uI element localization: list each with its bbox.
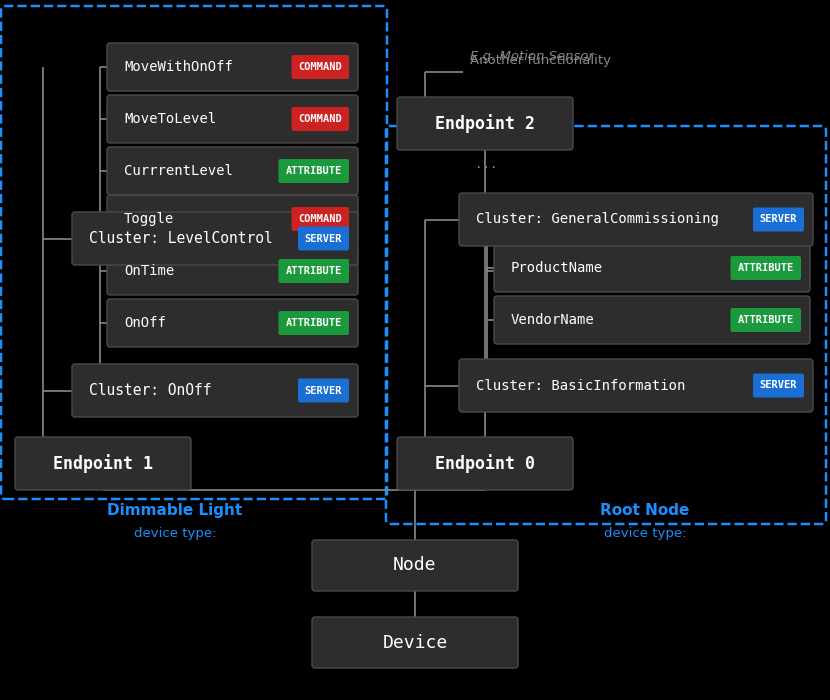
- Text: Endpoint 0: Endpoint 0: [435, 454, 535, 473]
- Text: COMMAND: COMMAND: [298, 214, 342, 224]
- FancyBboxPatch shape: [298, 227, 349, 251]
- FancyBboxPatch shape: [494, 296, 810, 344]
- FancyBboxPatch shape: [107, 247, 358, 295]
- FancyBboxPatch shape: [753, 374, 804, 398]
- Text: MoveWithOnOff: MoveWithOnOff: [124, 60, 233, 74]
- Text: MoveToLevel: MoveToLevel: [124, 112, 216, 126]
- Text: ProductName: ProductName: [511, 261, 603, 275]
- FancyBboxPatch shape: [459, 359, 813, 412]
- Text: Cluster: BasicInformation: Cluster: BasicInformation: [476, 379, 686, 393]
- Text: Endpoint 1: Endpoint 1: [53, 454, 153, 473]
- Text: ATTRIBUTE: ATTRIBUTE: [738, 263, 793, 273]
- Text: OnTime: OnTime: [124, 264, 174, 278]
- Text: SERVER: SERVER: [305, 234, 342, 244]
- Text: Endpoint 2: Endpoint 2: [435, 114, 535, 133]
- FancyBboxPatch shape: [107, 95, 358, 143]
- Text: Cluster: GeneralCommissioning: Cluster: GeneralCommissioning: [476, 213, 719, 227]
- FancyBboxPatch shape: [291, 207, 349, 231]
- FancyBboxPatch shape: [72, 364, 358, 417]
- FancyBboxPatch shape: [107, 195, 358, 243]
- FancyBboxPatch shape: [730, 308, 801, 332]
- FancyBboxPatch shape: [312, 617, 518, 668]
- FancyBboxPatch shape: [107, 299, 358, 347]
- FancyBboxPatch shape: [730, 256, 801, 280]
- Text: Another functionality: Another functionality: [470, 54, 611, 67]
- Text: ...: ...: [475, 158, 497, 172]
- Text: COMMAND: COMMAND: [298, 114, 342, 124]
- FancyBboxPatch shape: [107, 43, 358, 91]
- Text: Cluster: LevelControl: Cluster: LevelControl: [89, 231, 273, 246]
- FancyBboxPatch shape: [494, 244, 810, 292]
- Text: CurrrentLevel: CurrrentLevel: [124, 164, 233, 178]
- FancyBboxPatch shape: [72, 212, 358, 265]
- Text: Device: Device: [383, 634, 447, 652]
- Text: SERVER: SERVER: [305, 386, 342, 396]
- Text: ATTRIBUTE: ATTRIBUTE: [738, 315, 793, 325]
- Text: Dimmable Light: Dimmable Light: [107, 503, 242, 518]
- Text: SERVER: SERVER: [759, 381, 798, 391]
- Text: Root Node: Root Node: [600, 503, 690, 518]
- FancyBboxPatch shape: [291, 107, 349, 131]
- Text: ATTRIBUTE: ATTRIBUTE: [286, 166, 342, 176]
- Text: SERVER: SERVER: [759, 214, 798, 225]
- Text: ATTRIBUTE: ATTRIBUTE: [286, 318, 342, 328]
- Text: ATTRIBUTE: ATTRIBUTE: [286, 266, 342, 276]
- FancyBboxPatch shape: [291, 55, 349, 79]
- FancyBboxPatch shape: [397, 97, 573, 150]
- FancyBboxPatch shape: [298, 379, 349, 402]
- Text: Toggle: Toggle: [124, 212, 174, 226]
- Text: E.g. Motion Sensor: E.g. Motion Sensor: [470, 50, 594, 63]
- FancyBboxPatch shape: [107, 147, 358, 195]
- Text: COMMAND: COMMAND: [298, 62, 342, 72]
- Text: device type:: device type:: [134, 527, 217, 540]
- FancyBboxPatch shape: [279, 259, 349, 283]
- FancyBboxPatch shape: [279, 311, 349, 335]
- FancyBboxPatch shape: [397, 437, 573, 490]
- FancyBboxPatch shape: [753, 207, 804, 232]
- Text: Cluster: OnOff: Cluster: OnOff: [89, 383, 212, 398]
- Text: OnOff: OnOff: [124, 316, 166, 330]
- FancyBboxPatch shape: [279, 159, 349, 183]
- Text: VendorName: VendorName: [511, 313, 595, 327]
- FancyBboxPatch shape: [15, 437, 191, 490]
- FancyBboxPatch shape: [459, 193, 813, 246]
- Text: Node: Node: [393, 556, 437, 575]
- FancyBboxPatch shape: [312, 540, 518, 591]
- Text: device type:: device type:: [603, 527, 686, 540]
